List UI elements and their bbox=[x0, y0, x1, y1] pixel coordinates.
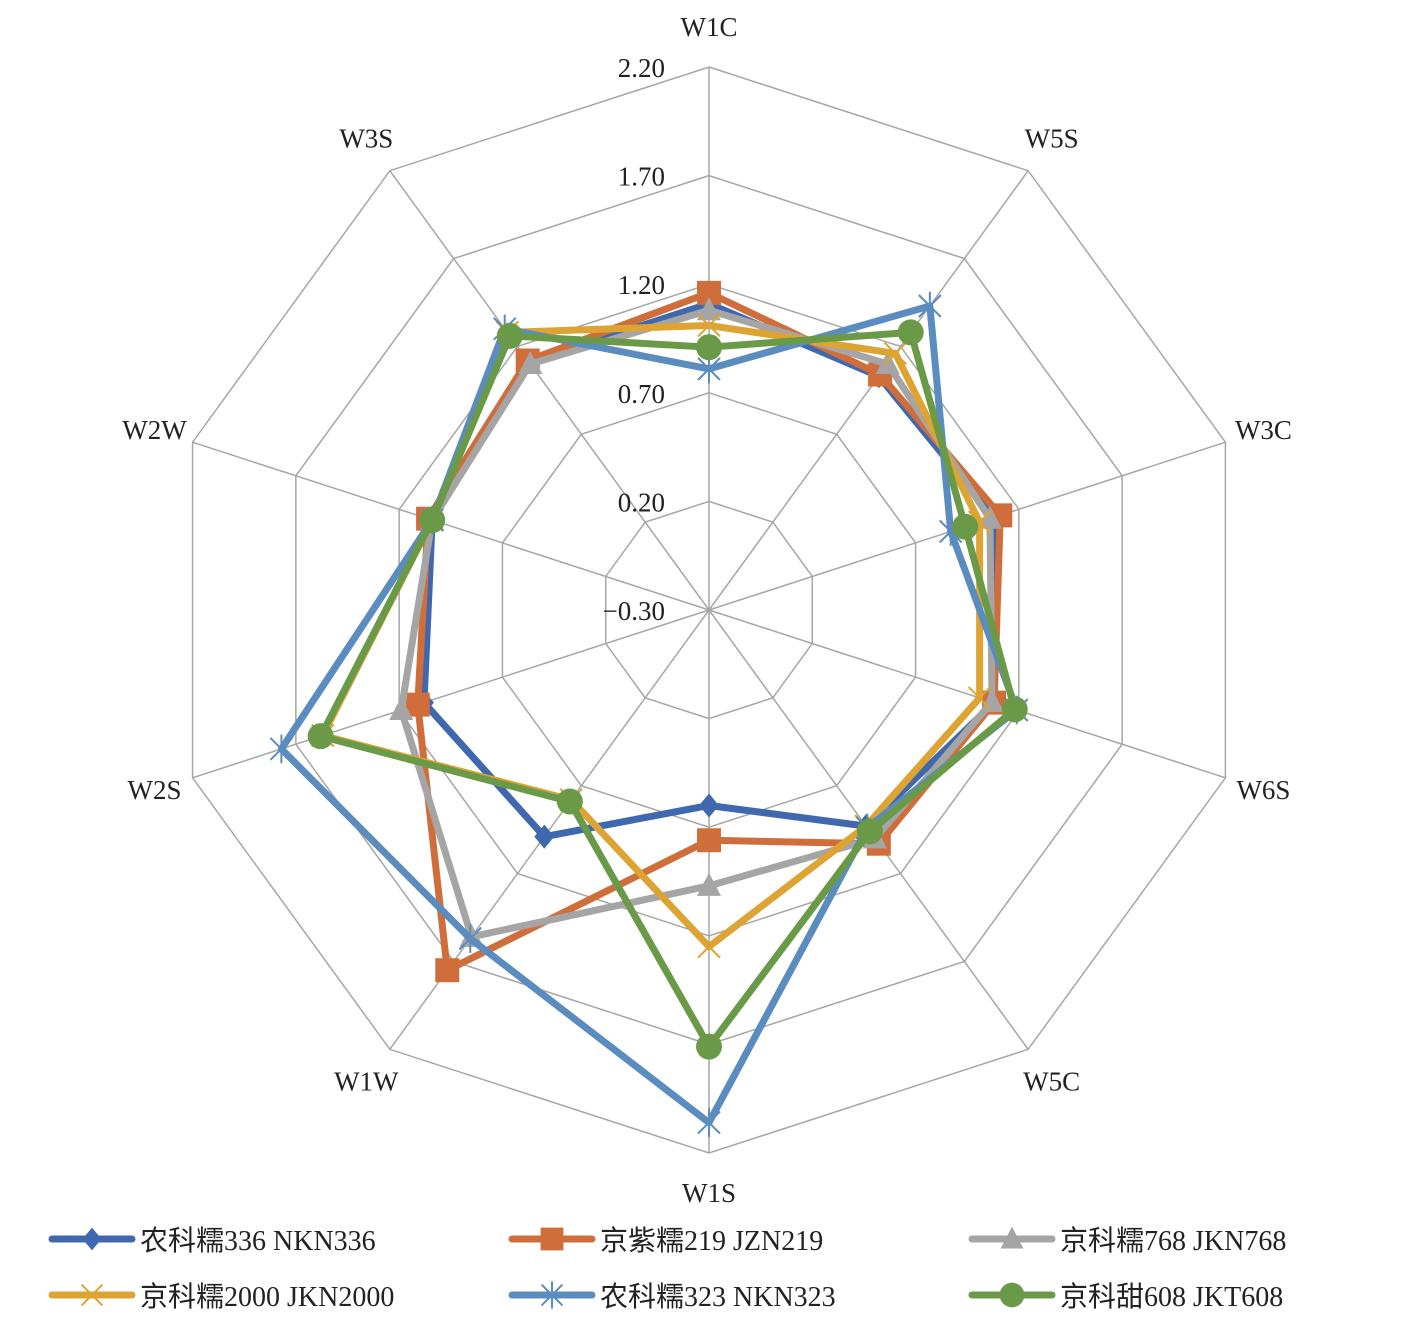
data-point bbox=[1000, 1226, 1024, 1249]
axis-label: W1S bbox=[682, 1178, 736, 1205]
data-point bbox=[389, 697, 414, 721]
data-point bbox=[405, 692, 430, 717]
data-point bbox=[534, 824, 555, 849]
marker-stroke bbox=[967, 686, 992, 710]
data-point bbox=[980, 688, 1005, 712]
legend-label: 京科糯768 JKN768 bbox=[1060, 1226, 1287, 1257]
legend-item: 农科糯336 NKN336 bbox=[48, 1219, 376, 1259]
data-point bbox=[696, 334, 722, 361]
data-point bbox=[856, 818, 883, 845]
axis-label: W3C bbox=[1235, 415, 1292, 445]
data-point bbox=[696, 1033, 722, 1060]
legend-item: 农科糯323 NKN323 bbox=[508, 1275, 836, 1315]
axis-label: W3S bbox=[339, 123, 393, 153]
data-point bbox=[540, 1227, 564, 1251]
data-point bbox=[269, 734, 294, 764]
tick-label: −0.30 bbox=[603, 596, 665, 626]
data-point bbox=[977, 505, 1002, 529]
legend-swatch bbox=[48, 1283, 136, 1307]
axis-label: W6S bbox=[1236, 775, 1290, 805]
marker-stroke bbox=[697, 934, 721, 959]
legend-item: 京科甜608 JKT608 bbox=[968, 1275, 1283, 1315]
axis-spoke bbox=[389, 170, 710, 611]
legend-item: 京科糯2000 JKN2000 bbox=[48, 1275, 394, 1315]
data-point bbox=[697, 934, 721, 959]
data-point bbox=[518, 350, 543, 374]
legend-label: 京科糯2000 JKN2000 bbox=[140, 1282, 395, 1313]
axis-spoke bbox=[708, 170, 1029, 611]
axis-label: W2W bbox=[122, 415, 187, 445]
data-point bbox=[697, 297, 721, 321]
data-point bbox=[458, 924, 482, 953]
legend-label: 京紫糯219 JZN219 bbox=[600, 1226, 824, 1257]
data-point bbox=[999, 1282, 1025, 1308]
data-point bbox=[697, 872, 721, 896]
axis-label: W1C bbox=[681, 12, 738, 42]
legend-item: 京紫糯219 JZN219 bbox=[508, 1219, 823, 1259]
legend-label: 农科糯336 NKN336 bbox=[140, 1226, 376, 1257]
tick-label: 1.20 bbox=[618, 270, 665, 300]
tick-label: 0.20 bbox=[618, 487, 665, 517]
data-point bbox=[697, 1108, 721, 1137]
data-point bbox=[80, 1283, 104, 1307]
data-point bbox=[540, 1281, 564, 1309]
legend-swatch bbox=[508, 1227, 596, 1251]
legend-label: 京科甜608 JKT608 bbox=[1060, 1282, 1284, 1313]
marker-stroke bbox=[883, 341, 908, 366]
legend: 农科糯336 NKN336 京紫糯219 JZN219 京科糯768 JKN76… bbox=[0, 1205, 1418, 1325]
data-point bbox=[496, 322, 523, 349]
data-point bbox=[697, 313, 721, 338]
axis-label: W2S bbox=[128, 775, 182, 805]
axis-label: W1W bbox=[334, 1067, 399, 1097]
legend-swatch bbox=[968, 1226, 1056, 1249]
tick-label: 1.70 bbox=[618, 162, 665, 192]
radar-chart: W1C W5S W3C W6S W5C W1S W1W W2S W2W W3S −0.30 0.20 0… bbox=[122, 12, 1292, 1205]
data-point bbox=[918, 291, 942, 321]
marker-stroke bbox=[697, 313, 721, 338]
data-point bbox=[897, 319, 924, 346]
series-circle bbox=[307, 319, 1028, 1060]
data-point bbox=[699, 793, 719, 818]
axis-label: W5S bbox=[1025, 123, 1079, 153]
axis-label: W5C bbox=[1023, 1067, 1080, 1097]
legend-label: 农科糯323 NKN323 bbox=[600, 1282, 836, 1313]
legend-swatch bbox=[968, 1282, 1056, 1308]
tick-label: 2.20 bbox=[618, 53, 665, 83]
axis-spoke bbox=[192, 441, 710, 611]
data-point bbox=[419, 507, 446, 534]
axis-spoke bbox=[708, 609, 1226, 779]
data-point bbox=[967, 686, 992, 710]
data-point bbox=[1001, 696, 1028, 723]
data-point bbox=[82, 1227, 102, 1251]
legend-swatch bbox=[508, 1281, 596, 1309]
series-line bbox=[277, 302, 1021, 1127]
data-point bbox=[307, 723, 334, 750]
data-point bbox=[952, 513, 979, 540]
data-point bbox=[883, 341, 908, 366]
legend-swatch bbox=[48, 1227, 136, 1251]
axis-spoke bbox=[192, 609, 710, 779]
marker-stroke bbox=[80, 1283, 104, 1307]
legend-item: 京科糯768 JKN768 bbox=[968, 1219, 1286, 1259]
data-point bbox=[556, 788, 583, 815]
data-point bbox=[435, 958, 460, 983]
tick-label: 0.70 bbox=[618, 379, 665, 409]
data-point bbox=[697, 828, 721, 853]
